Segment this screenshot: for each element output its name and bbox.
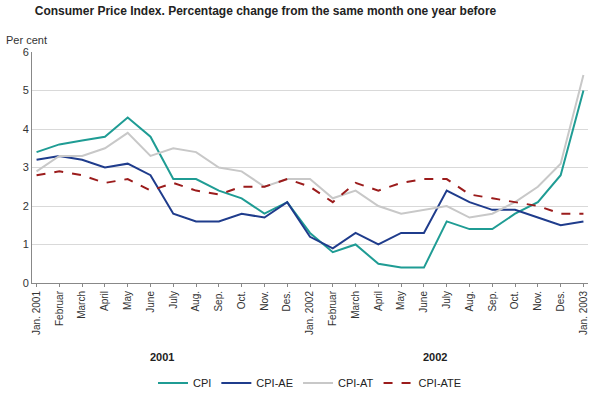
svg-text:3: 3: [23, 161, 29, 173]
svg-text:June: June: [418, 291, 429, 313]
svg-text:CPI-AT: CPI-AT: [338, 377, 374, 389]
svg-text:Sep.: Sep.: [487, 291, 498, 312]
svg-text:Oct.: Oct.: [509, 291, 520, 309]
svg-text:2: 2: [23, 200, 29, 212]
svg-text:4: 4: [23, 123, 29, 135]
svg-text:6: 6: [23, 46, 29, 58]
svg-text:CPI-AE: CPI-AE: [256, 377, 293, 389]
svg-text:Februar: Februar: [54, 290, 65, 326]
svg-text:Des.: Des.: [281, 291, 292, 312]
svg-text:Aug.: Aug.: [464, 291, 475, 312]
svg-text:Nov.: Nov.: [532, 291, 543, 311]
svg-text:April: April: [373, 291, 384, 311]
svg-text:2002: 2002: [423, 351, 447, 363]
svg-text:March: March: [76, 291, 87, 319]
svg-text:Consumer Price Index. Percenta: Consumer Price Index. Percentage change …: [35, 4, 497, 18]
svg-text:March: March: [350, 291, 361, 319]
svg-text:5: 5: [23, 84, 29, 96]
svg-text:Jan. 2002: Jan. 2002: [304, 291, 315, 335]
svg-text:Nov.: Nov.: [259, 291, 270, 311]
svg-text:Jan. 2001: Jan. 2001: [31, 291, 42, 335]
svg-text:1: 1: [23, 238, 29, 250]
svg-text:Per cent: Per cent: [6, 34, 47, 46]
svg-text:Aug.: Aug.: [190, 291, 201, 312]
svg-text:July: July: [441, 291, 452, 309]
svg-text:Des.: Des.: [555, 291, 566, 312]
svg-text:Oct.: Oct.: [236, 291, 247, 309]
svg-text:CPI-ATE: CPI-ATE: [419, 377, 462, 389]
svg-text:May: May: [395, 291, 406, 310]
svg-text:Sep.: Sep.: [213, 291, 224, 312]
svg-text:May: May: [122, 291, 133, 310]
svg-text:Februar: Februar: [327, 290, 338, 326]
svg-text:April: April: [99, 291, 110, 311]
svg-text:2001: 2001: [150, 351, 174, 363]
svg-text:CPI: CPI: [193, 377, 211, 389]
svg-text:Jan. 2003: Jan. 2003: [578, 291, 589, 335]
svg-text:July: July: [168, 291, 179, 309]
svg-text:0: 0: [23, 277, 29, 289]
svg-text:June: June: [145, 291, 156, 313]
